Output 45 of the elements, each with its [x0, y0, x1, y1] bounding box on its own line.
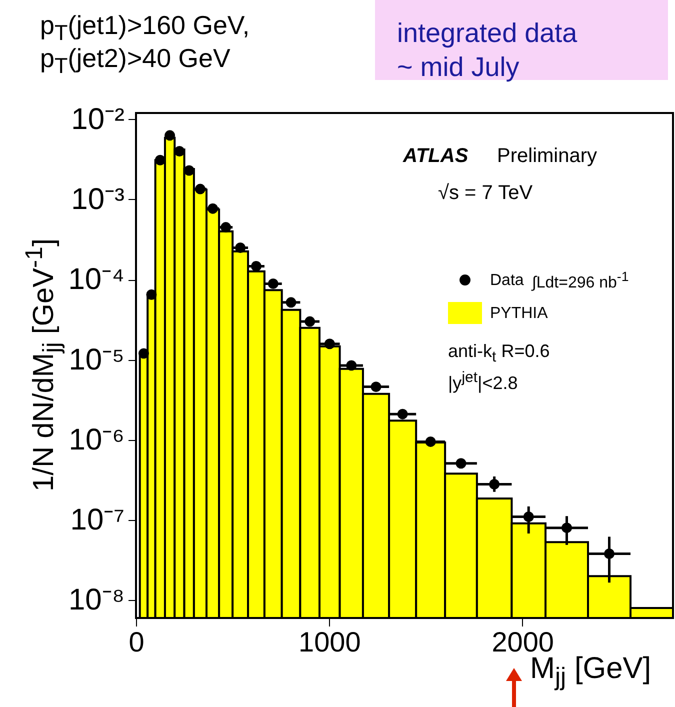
point [286, 297, 296, 308]
x-tick-label: 1000 [298, 626, 361, 658]
annotation: |y$^{jet}$|<2.8 [448, 369, 518, 393]
point [370, 382, 382, 392]
y-tick-label: 10⁻⁸ [68, 584, 124, 617]
point [304, 316, 316, 327]
legend-label: PYTHIA [490, 305, 548, 322]
point [146, 289, 157, 300]
annotation: √s = 7 TeV [438, 182, 533, 204]
point [194, 184, 206, 194]
point [523, 512, 534, 522]
point [346, 360, 357, 371]
text: ~ mid July [397, 52, 520, 82]
annotation: Preliminary [497, 145, 598, 167]
y-tick-label: 10⁻⁷ [70, 504, 124, 537]
point [489, 479, 500, 490]
y-tick-label: 10⁻⁴ [68, 263, 124, 296]
point [397, 408, 408, 420]
x-tick-label: 0 [128, 626, 144, 658]
point [164, 130, 176, 141]
point [208, 203, 218, 214]
annotation: ∫Ldt=296 nb$^{-1}$ [532, 269, 629, 292]
y-tick-label: 10⁻⁶ [68, 423, 124, 456]
point [324, 338, 335, 350]
annotation: ATLAS [403, 145, 468, 167]
point [184, 165, 194, 176]
point [174, 146, 185, 156]
point [604, 548, 614, 559]
point [456, 458, 466, 469]
point [138, 348, 149, 359]
text: p$_{T}$(jet2)>40 GeV [40, 43, 230, 78]
point [251, 260, 262, 272]
text: integrated data [397, 18, 578, 48]
point [268, 278, 278, 289]
y-tick-label: 10⁻⁵ [68, 343, 124, 376]
point [154, 154, 166, 166]
point [220, 222, 232, 233]
legend-label: Data [490, 272, 524, 289]
point [235, 242, 246, 253]
text: p$_{T}$(jet1)>160 GeV, [40, 10, 250, 46]
annotation: anti-k$_{t}$ R=0.6 [448, 341, 550, 366]
point [425, 436, 436, 447]
y-tick-label: 10⁻² [71, 102, 125, 136]
point [562, 522, 572, 534]
y-tick-label: 10⁻³ [71, 182, 125, 216]
